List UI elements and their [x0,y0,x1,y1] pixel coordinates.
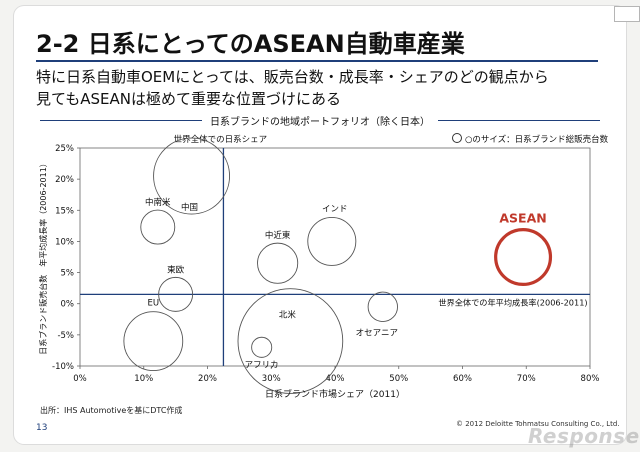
title-rule [36,60,598,62]
bubble-label: アフリカ [245,360,279,370]
y-tick-label: 20% [55,175,74,185]
circle-icon [452,133,462,143]
x-tick-label: 30% [262,374,281,384]
bubble-label: 東欧 [167,264,185,275]
bubble-label: 中南米 [145,197,171,208]
watermark: Response. [528,424,640,448]
copyright: © 2012 Deloitte Tohmatsu Consulting Co.,… [456,420,620,428]
bubble-label: 中近東 [265,230,291,241]
slide-title: 2-2 日系にとってのASEAN自動車産業 [36,30,465,58]
bubble [257,242,299,284]
source-note: 出所：IHS Automotiveを基にDTC作成 [40,406,183,415]
x-tick-label: 0% [73,374,87,384]
x-tick-label: 20% [198,374,217,384]
slide-subtitle: 特に日系自動車OEMにとっては、販売台数・成長率・シェアのどの観点から 見てもA… [36,68,549,108]
y-tick-label: 0% [61,300,75,310]
bubble-label: EU [148,299,160,309]
bubble [367,291,398,322]
y-tick-label: 10% [55,237,74,247]
y-tick-label: -10% [52,362,74,372]
y-tick-label: 5% [61,269,75,279]
x-tick-label: 10% [134,374,153,384]
page-number: 13 [36,423,48,433]
bubble-label: インド [322,204,348,214]
x-axis-title: 日系ブランド市場シェア（2011） [265,388,405,400]
bubble-label: ASEAN [499,211,546,226]
y-axis-title: 日系ブランド販売台数 年平均成長率（2006-2011） [38,159,48,355]
slide [14,6,640,444]
x-tick-label: 40% [326,374,345,384]
chart-title: 日系ブランドの地域ポートフォリオ（除く日本） [202,117,438,128]
x-tick-label: 80% [581,374,600,384]
bubbles [123,137,553,394]
chart-title-wrap: 日系ブランドの地域ポートフォリオ（除く日本） [0,113,640,128]
reference-label-vertical: 世界全体での日系シェア [174,134,268,145]
x-axis-ticks: 0% 10% 20% 30% 40% 50% 60% 70% 80% [73,366,599,384]
y-tick-label: 15% [55,206,74,216]
bubble [251,336,273,358]
plot-frame [79,147,591,367]
size-legend: ○のサイズ：日系ブランド総販売台数 [452,133,608,145]
bubble-label: 北米 [279,310,297,321]
bubble [158,276,194,312]
bubble [140,209,176,245]
bubble [153,137,231,215]
size-legend-text: ○のサイズ：日系ブランド総販売台数 [465,135,609,145]
bubble [307,216,357,266]
bubble [123,311,184,371]
y-tick-label: -5% [57,331,74,341]
bubble [494,227,553,287]
y-axis-ticks: -10% -5% 0% 5% 10% 15% 20% 25% [52,144,80,372]
x-tick-label: 60% [453,374,472,384]
y-tick-label: 25% [55,144,74,154]
bubble-label: オセアニア [356,329,398,339]
bubble [237,288,344,394]
x-tick-label: 70% [517,374,536,384]
bubble-label: 中国 [181,202,198,213]
x-tick-label: 50% [389,374,408,384]
reference-label-horizontal: 世界全体での年平均成長率(2006-2011) [438,297,587,307]
